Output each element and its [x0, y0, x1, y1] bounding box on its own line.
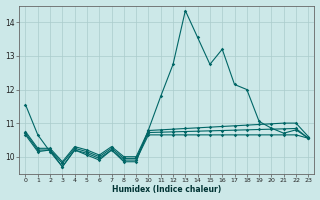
X-axis label: Humidex (Indice chaleur): Humidex (Indice chaleur) [112, 185, 221, 194]
